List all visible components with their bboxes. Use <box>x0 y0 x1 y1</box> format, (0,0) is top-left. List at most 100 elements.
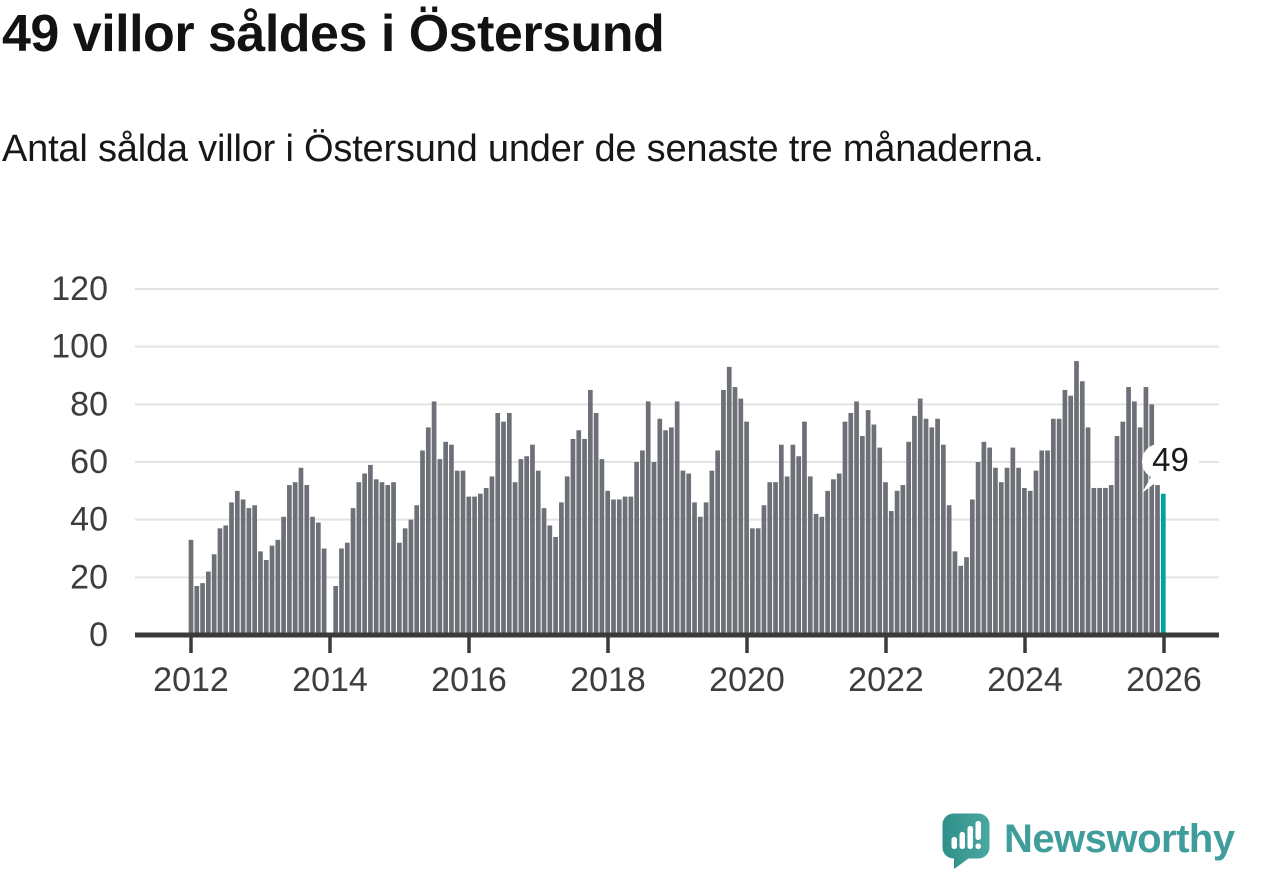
bar <box>512 482 518 635</box>
bar <box>1149 404 1155 635</box>
bar <box>848 412 854 635</box>
bar <box>1143 387 1149 635</box>
bar <box>240 499 246 635</box>
bar <box>437 459 443 635</box>
bar <box>362 473 367 635</box>
bar <box>975 462 981 635</box>
bar <box>188 539 194 635</box>
bar <box>304 485 310 635</box>
y-axis-label: 80 <box>70 385 108 423</box>
bar <box>622 496 628 635</box>
bar <box>587 389 593 635</box>
bar <box>1050 418 1056 635</box>
bar <box>755 528 761 635</box>
bar <box>721 389 726 635</box>
x-axis-label: 2022 <box>848 661 924 699</box>
bar <box>964 557 969 635</box>
bar <box>836 473 842 635</box>
bar <box>1056 418 1062 635</box>
bar <box>333 585 339 635</box>
bar <box>998 482 1004 635</box>
y-axis-label: 60 <box>70 443 108 481</box>
bar <box>1097 487 1102 635</box>
bar <box>425 427 431 635</box>
bar <box>379 482 385 635</box>
bar <box>397 542 402 635</box>
bar <box>275 539 281 635</box>
bar <box>460 470 466 635</box>
bar <box>894 490 900 635</box>
bar <box>582 438 587 635</box>
bar <box>559 502 564 635</box>
logo-bars-and-exclamation-icon <box>951 821 981 849</box>
bar <box>535 470 541 635</box>
bar <box>518 459 524 635</box>
bar <box>234 490 240 635</box>
bar <box>865 410 871 635</box>
bar <box>298 467 304 635</box>
bar <box>669 427 674 635</box>
bar <box>784 476 790 635</box>
bar <box>570 438 576 635</box>
x-axis-label: 2026 <box>1126 661 1202 699</box>
bar <box>917 398 923 635</box>
bar <box>252 505 258 635</box>
bar <box>356 482 362 635</box>
bar <box>1137 427 1143 635</box>
bar <box>408 519 414 635</box>
x-axis-label: 2020 <box>709 661 785 699</box>
bar <box>923 418 929 635</box>
newsworthy-logo: Newsworthy <box>941 809 1235 873</box>
bar <box>952 551 958 635</box>
bar <box>385 485 391 635</box>
value-callout-tail <box>1142 477 1163 493</box>
bar <box>200 583 205 635</box>
bar <box>211 554 217 635</box>
newsworthy-logo-icon <box>942 813 990 869</box>
bar <box>900 485 906 635</box>
bar <box>229 502 234 635</box>
bar <box>709 470 715 635</box>
bar <box>634 462 639 635</box>
bar <box>454 470 460 635</box>
brand-name: Newsworthy <box>1004 817 1235 861</box>
bar <box>761 505 767 635</box>
bar <box>692 502 697 635</box>
bar <box>854 401 859 635</box>
bar <box>1062 389 1068 635</box>
bar <box>842 421 848 635</box>
bar <box>495 412 501 635</box>
bar <box>530 444 535 635</box>
bar <box>663 430 668 635</box>
bar <box>1027 490 1033 635</box>
bar <box>246 508 252 635</box>
bar <box>987 447 993 635</box>
bar <box>1039 450 1045 635</box>
bar <box>1016 467 1021 635</box>
bar <box>506 412 512 635</box>
bar <box>750 528 755 635</box>
bar <box>993 467 998 635</box>
bar <box>1074 361 1079 635</box>
bar <box>217 528 223 635</box>
chart-subtitle: Antal sålda villor i Östersund under de … <box>2 128 1044 170</box>
bar <box>287 485 292 635</box>
bar <box>715 450 721 635</box>
page-title: 49 villor såldes i Östersund <box>2 5 665 63</box>
bar <box>981 441 987 635</box>
bar <box>466 496 472 635</box>
bar <box>732 387 738 635</box>
bar <box>744 421 749 635</box>
bar <box>674 401 680 635</box>
bar <box>825 490 830 635</box>
bar <box>645 401 651 635</box>
bar <box>292 482 298 635</box>
bar <box>368 464 373 635</box>
bar <box>483 487 489 635</box>
bar <box>541 508 547 635</box>
bar <box>796 456 802 635</box>
bar <box>906 441 911 635</box>
bar <box>402 528 408 635</box>
bar <box>206 571 211 635</box>
